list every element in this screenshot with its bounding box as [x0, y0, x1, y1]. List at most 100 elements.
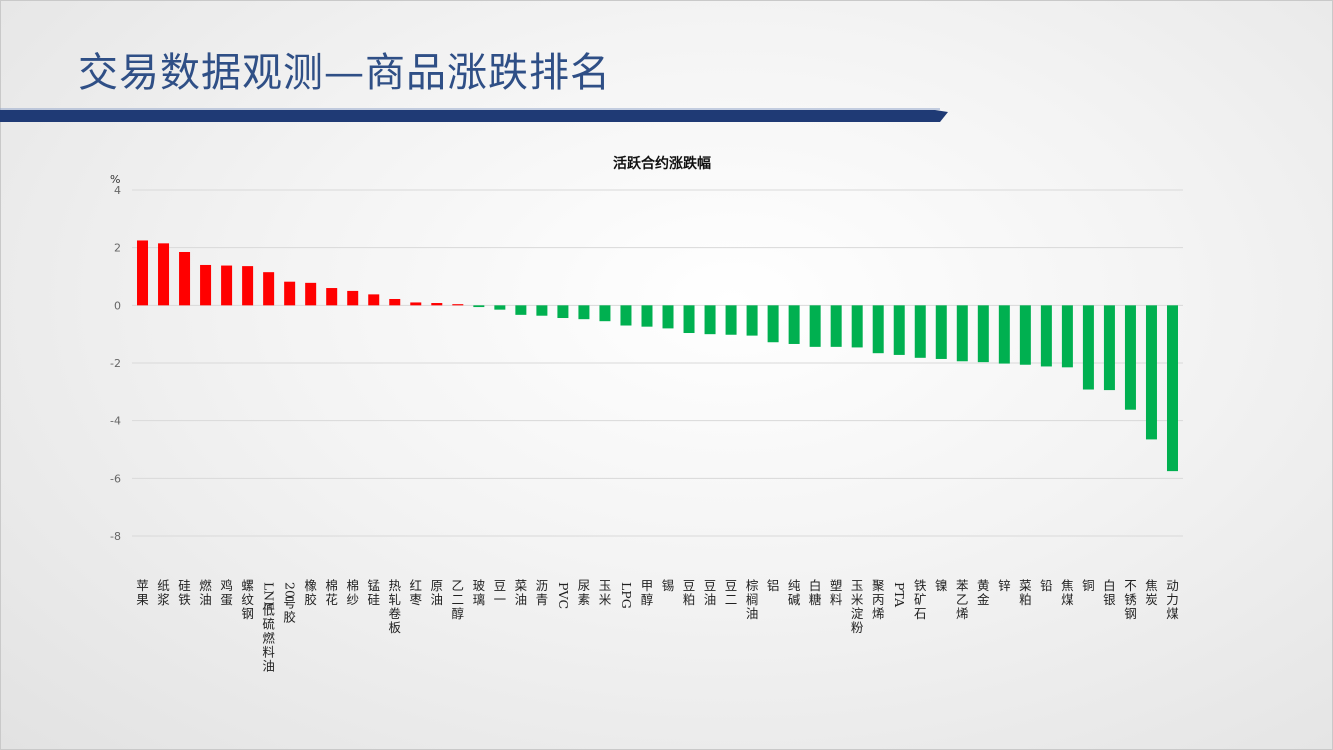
bar	[536, 305, 548, 316]
bar	[620, 305, 632, 326]
slide-title: 交易数据观测—商品涨跌排名	[78, 50, 611, 96]
x-category-label: 铅	[1040, 578, 1053, 593]
bar	[347, 290, 359, 306]
x-category-label: 低硫燃料油	[262, 603, 275, 674]
x-category-label-run: LNE	[262, 582, 277, 610]
x-category-label: 豆一	[494, 578, 507, 607]
x-category-label: 焦炭	[1145, 578, 1158, 607]
y-tick-label: 0	[114, 299, 121, 312]
bar	[641, 305, 653, 327]
bar	[326, 288, 338, 306]
x-category-label: 橡胶	[304, 578, 317, 607]
bar	[263, 272, 275, 306]
bar	[221, 265, 233, 306]
y-axis-unit-label: %	[110, 173, 120, 186]
x-category-label: 豆二	[725, 578, 738, 607]
x-category-label: 锡	[662, 578, 675, 593]
x-category-label: 不锈钢	[1124, 578, 1137, 621]
bar	[1061, 305, 1073, 368]
bar	[767, 305, 779, 343]
bar	[158, 243, 170, 306]
x-category-label: 动力煤	[1166, 578, 1179, 621]
x-category-label: 棉花	[325, 578, 338, 607]
bar	[662, 305, 674, 329]
x-category-label: 菜粕	[1019, 578, 1032, 607]
y-axis-ticks: 4 2 0 -2 -4 -6 -8	[110, 184, 121, 543]
x-category-label: 玉米	[599, 578, 612, 607]
x-category-label-run: LPG	[619, 582, 634, 609]
y-tick-label: 4	[114, 184, 121, 197]
x-category-label: 鸡蛋	[220, 578, 233, 607]
x-category-label: 纯碱	[788, 578, 801, 607]
x-category-label: 铜	[1082, 578, 1095, 593]
bar	[746, 305, 758, 336]
bar	[1145, 305, 1157, 440]
bar	[179, 251, 191, 306]
x-category-label-run: PVC	[556, 582, 571, 609]
bar	[935, 305, 947, 359]
bar	[284, 281, 296, 306]
bar	[704, 305, 716, 335]
bar	[452, 304, 464, 306]
y-tick-label: -6	[110, 472, 121, 485]
x-category-label: 玉米淀粉	[851, 578, 864, 635]
bar	[557, 305, 569, 319]
bar	[683, 305, 695, 334]
bar	[1124, 305, 1136, 410]
bar	[872, 305, 884, 354]
bar	[305, 282, 317, 306]
bar	[1019, 305, 1031, 365]
x-category-label: 豆粕	[683, 578, 696, 607]
x-category-label: 豆油	[704, 578, 717, 607]
bar	[1166, 305, 1178, 472]
x-category-label: 镍	[935, 578, 948, 593]
x-category-label: 螺纹钢	[241, 578, 254, 621]
x-category-label: 焦煤	[1061, 578, 1074, 607]
x-category-label: 热轧卷板	[388, 578, 401, 635]
bar	[389, 298, 401, 306]
x-category-label: 聚丙烯	[872, 578, 885, 621]
x-category-label: 锌	[998, 578, 1011, 593]
bar	[851, 305, 863, 348]
x-category-label: 塑料	[830, 578, 843, 607]
bar	[242, 266, 254, 306]
y-tick-label: -8	[110, 530, 121, 543]
bar	[578, 305, 590, 320]
x-category-label-run: 20	[283, 582, 298, 598]
bar	[956, 305, 968, 362]
x-category-label: 玻璃	[473, 578, 486, 607]
x-category-label-run: PTA	[892, 582, 907, 608]
bar	[1082, 305, 1094, 390]
bar	[200, 264, 212, 306]
x-category-label: 铝	[767, 578, 780, 593]
y-tick-label: 2	[114, 242, 121, 255]
bar	[515, 305, 527, 315]
bar	[998, 305, 1010, 364]
x-category-label: 沥青	[536, 578, 549, 607]
x-category-label: 燃油	[199, 578, 212, 607]
x-category-label: 铁矿石	[914, 578, 927, 621]
x-category-label: 硅铁	[178, 578, 191, 607]
chart-title: 活跃合约涨跌幅	[613, 155, 711, 172]
x-category-label: 棉纱	[346, 578, 359, 607]
bar	[977, 305, 989, 363]
x-category-label: 锰硅	[367, 578, 380, 607]
x-category-label: 纸浆	[157, 578, 170, 607]
bar	[137, 240, 149, 306]
bar	[1040, 305, 1052, 367]
bar	[599, 305, 611, 322]
x-category-label: 红枣	[410, 578, 423, 607]
x-category-label: 原油	[431, 578, 444, 607]
bar	[788, 305, 800, 344]
x-category-label: 黄金	[977, 578, 990, 607]
bar	[410, 302, 422, 306]
x-category-label: 尿素	[578, 578, 591, 607]
bar	[914, 305, 926, 358]
x-category-label: 白糖	[809, 578, 822, 607]
bar	[725, 305, 737, 335]
header-bar	[0, 108, 948, 122]
y-tick-label: -4	[110, 415, 121, 428]
x-category-label: 菜油	[515, 578, 528, 607]
x-category-label: 棕榈油	[746, 578, 759, 621]
